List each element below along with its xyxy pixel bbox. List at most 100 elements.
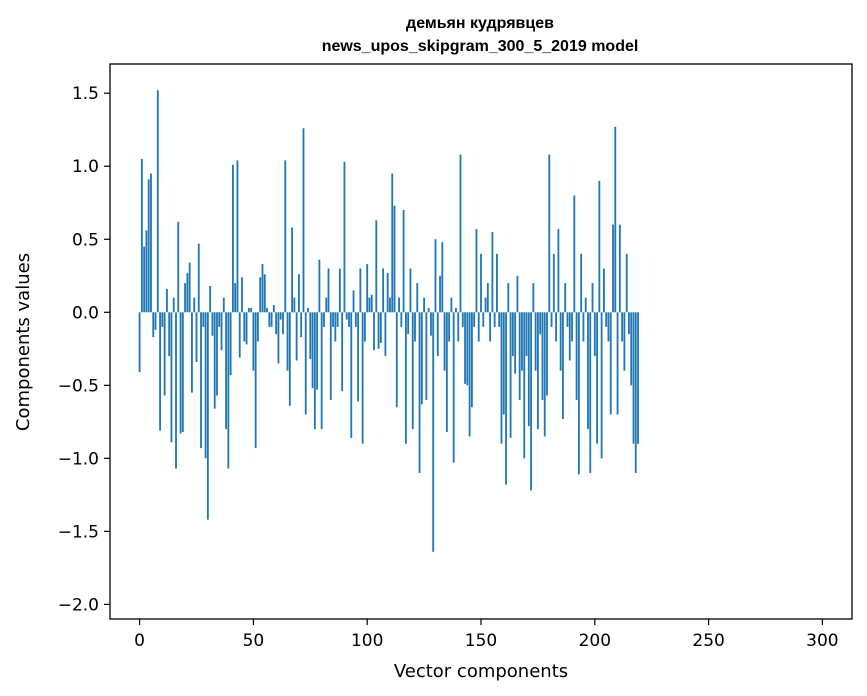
bar (536, 312, 539, 430)
bar (395, 312, 398, 408)
bar (461, 312, 464, 327)
x-tick-label: 300 (806, 631, 838, 651)
bar (379, 312, 382, 343)
bar (634, 312, 637, 473)
bar (507, 283, 510, 313)
bar (172, 297, 175, 313)
bar (407, 312, 410, 335)
bar (377, 312, 380, 349)
bar (470, 312, 473, 408)
x-tick-label: 150 (465, 631, 497, 651)
bar (521, 312, 523, 371)
bar (502, 312, 505, 415)
bar (612, 224, 614, 313)
bar (300, 312, 303, 338)
bar (409, 268, 412, 313)
bar (270, 312, 273, 327)
bar (514, 312, 517, 374)
bar (325, 297, 328, 313)
bar (364, 312, 366, 342)
bar (582, 312, 585, 342)
bar (163, 312, 166, 396)
bar (391, 173, 394, 313)
bar (186, 272, 189, 313)
x-axis-label: Vector components (394, 661, 568, 682)
bar (511, 312, 514, 357)
bar (623, 312, 626, 371)
bar (500, 312, 503, 444)
bar (464, 312, 466, 384)
x-tick-label: 100 (351, 631, 383, 651)
bar (170, 312, 173, 443)
y-tick-label: 1.0 (72, 157, 99, 177)
bar (225, 312, 227, 430)
bar (616, 312, 619, 415)
bar (193, 297, 196, 313)
bar (168, 312, 171, 357)
bar (311, 312, 314, 389)
bar (234, 283, 237, 313)
bar (630, 312, 633, 386)
bars-group (138, 90, 639, 552)
bar (181, 312, 184, 433)
bar (245, 312, 248, 345)
bar (375, 220, 378, 313)
bar (352, 290, 355, 313)
bar (486, 283, 489, 313)
bar (313, 312, 316, 430)
bar (637, 312, 639, 444)
bar (216, 312, 218, 396)
bar (593, 312, 596, 357)
bar (402, 210, 405, 313)
bar (291, 227, 293, 313)
bar (288, 312, 291, 406)
bar (179, 312, 182, 434)
bar (414, 312, 416, 342)
bar (293, 297, 296, 313)
bar (598, 180, 601, 313)
bar (466, 312, 469, 386)
bar (534, 312, 537, 371)
bar (161, 312, 164, 327)
bar (304, 312, 307, 415)
bar (277, 312, 280, 364)
bar (596, 312, 598, 444)
bar (566, 312, 569, 327)
bar (327, 268, 330, 313)
bar (229, 312, 232, 376)
bar (370, 294, 373, 313)
bar (445, 312, 448, 433)
bar (284, 160, 287, 313)
bar (348, 312, 350, 327)
bar (628, 312, 630, 335)
bar (286, 312, 289, 371)
bar (607, 312, 610, 342)
bar (257, 312, 259, 342)
bar (145, 230, 148, 313)
bar (416, 283, 419, 313)
bar (272, 304, 275, 313)
y-axis-label: Components values (13, 253, 34, 431)
bar (298, 274, 300, 313)
bar (218, 312, 221, 327)
bar (241, 277, 243, 313)
bar (275, 312, 278, 335)
bar (430, 312, 432, 336)
bar (259, 277, 262, 313)
bar (200, 312, 202, 449)
bar (587, 312, 589, 430)
bar (334, 312, 337, 342)
bar (575, 312, 578, 400)
bar (591, 283, 594, 313)
bar (457, 312, 460, 342)
bar (539, 312, 542, 335)
bar (455, 307, 457, 313)
bar (254, 312, 257, 449)
bar (152, 312, 155, 338)
y-tick-label: −2.0 (58, 595, 99, 615)
bar (268, 312, 271, 327)
bar (302, 128, 305, 313)
bar (329, 312, 332, 400)
bar (505, 312, 507, 485)
bar (432, 312, 435, 552)
